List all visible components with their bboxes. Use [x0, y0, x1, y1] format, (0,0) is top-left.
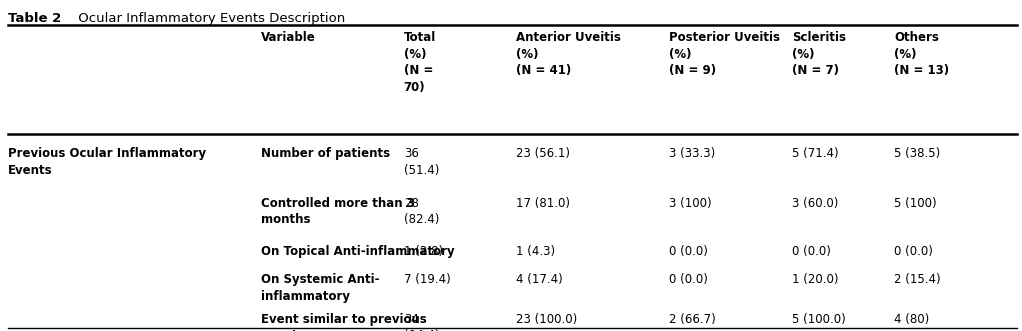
- Text: 3 (100): 3 (100): [669, 197, 712, 210]
- Text: 0 (0.0): 0 (0.0): [792, 245, 831, 258]
- Text: 2 (15.4): 2 (15.4): [894, 273, 941, 286]
- Text: Previous Ocular Inflammatory
Events: Previous Ocular Inflammatory Events: [8, 147, 206, 177]
- Text: 36
(51.4): 36 (51.4): [404, 147, 439, 177]
- Text: Scleritis
(%)
(N = 7): Scleritis (%) (N = 7): [792, 31, 846, 77]
- Text: Controlled more than 3
months: Controlled more than 3 months: [261, 197, 415, 226]
- Text: 23 (56.1): 23 (56.1): [516, 147, 570, 160]
- Text: Table 2: Table 2: [8, 12, 61, 24]
- Text: Anterior Uveitis
(%)
(N = 41): Anterior Uveitis (%) (N = 41): [516, 31, 621, 77]
- Text: Variable: Variable: [261, 31, 316, 44]
- Text: 5 (100.0): 5 (100.0): [792, 313, 846, 326]
- Text: 5 (100): 5 (100): [894, 197, 937, 210]
- Text: Others
(%)
(N = 13): Others (%) (N = 13): [894, 31, 949, 77]
- Text: 34
(94.4): 34 (94.4): [404, 313, 439, 331]
- Text: Total
(%)
(N =
70): Total (%) (N = 70): [404, 31, 436, 94]
- Text: Number of patients: Number of patients: [261, 147, 389, 160]
- Text: 7 (19.4): 7 (19.4): [404, 273, 451, 286]
- Text: Posterior Uveitis
(%)
(N = 9): Posterior Uveitis (%) (N = 9): [669, 31, 781, 77]
- Text: 1 (4.3): 1 (4.3): [516, 245, 555, 258]
- Text: 0 (0.0): 0 (0.0): [669, 273, 708, 286]
- Text: 1 (20.0): 1 (20.0): [792, 273, 838, 286]
- Text: 5 (71.4): 5 (71.4): [792, 147, 839, 160]
- Text: 23 (100.0): 23 (100.0): [516, 313, 577, 326]
- Text: 2 (66.7): 2 (66.7): [669, 313, 716, 326]
- Text: 4 (80): 4 (80): [894, 313, 929, 326]
- Text: 4 (17.4): 4 (17.4): [516, 273, 563, 286]
- Text: 3 (33.3): 3 (33.3): [669, 147, 715, 160]
- Text: On Systemic Anti-
inflammatory: On Systemic Anti- inflammatory: [261, 273, 379, 303]
- Text: 0 (0.0): 0 (0.0): [669, 245, 708, 258]
- Text: 5 (38.5): 5 (38.5): [894, 147, 940, 160]
- Text: On Topical Anti-inflammatory: On Topical Anti-inflammatory: [261, 245, 454, 258]
- Text: 1 (2.8): 1 (2.8): [404, 245, 443, 258]
- Text: 28
(82.4): 28 (82.4): [404, 197, 439, 226]
- Text: Ocular Inflammatory Events Description: Ocular Inflammatory Events Description: [74, 12, 344, 24]
- Text: 3 (60.0): 3 (60.0): [792, 197, 838, 210]
- Text: 17 (81.0): 17 (81.0): [516, 197, 570, 210]
- Text: Event similar to previous
events: Event similar to previous events: [261, 313, 426, 331]
- Text: 0 (0.0): 0 (0.0): [894, 245, 933, 258]
